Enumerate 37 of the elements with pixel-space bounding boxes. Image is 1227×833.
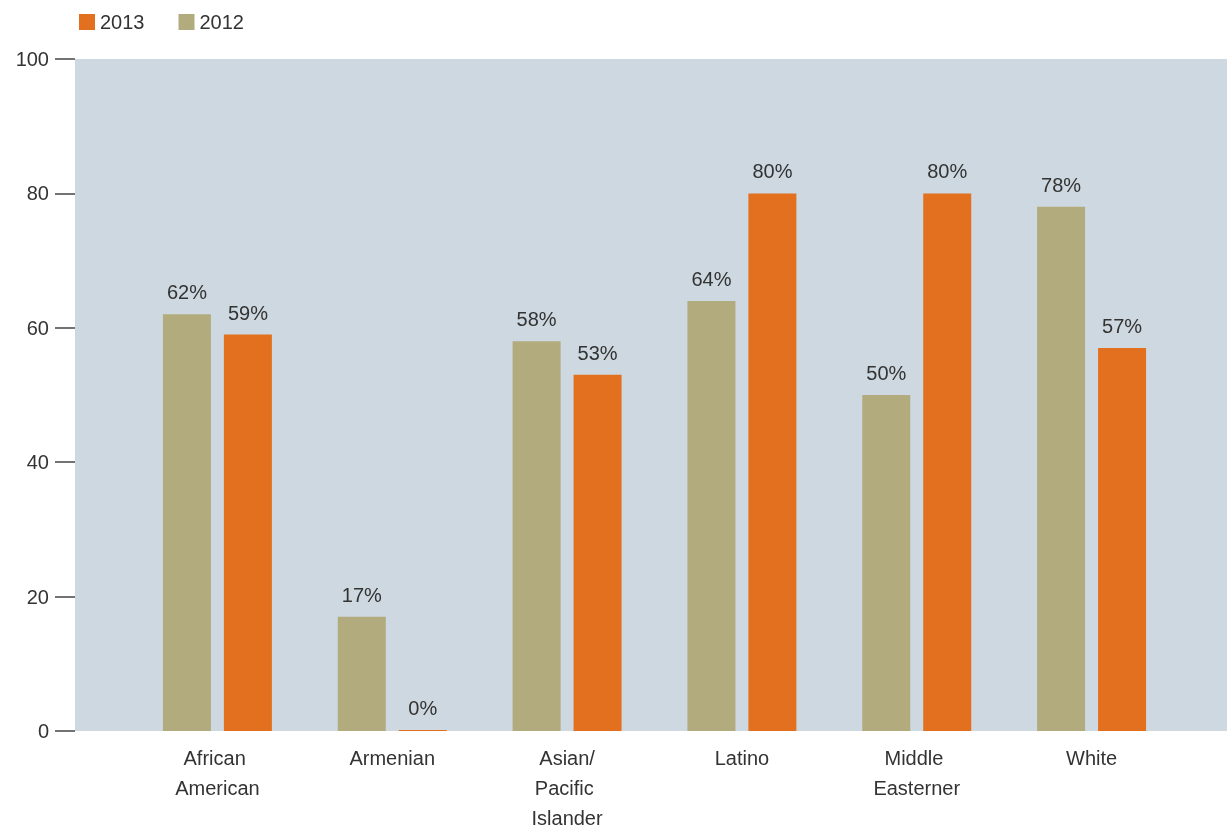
y-tick-label: 40 <box>26 451 49 474</box>
data-label: 50% <box>866 362 907 384</box>
bar <box>862 395 911 731</box>
data-label: 80% <box>927 160 968 183</box>
bar <box>337 616 386 731</box>
y-tick-label: 60 <box>26 316 49 339</box>
y-tick-label: 0 <box>37 720 49 742</box>
data-label: 17% <box>341 583 382 606</box>
legend-label: 2013 <box>100 11 145 33</box>
bar <box>162 314 211 731</box>
bar <box>573 374 622 731</box>
data-label: 78% <box>1041 173 1082 196</box>
x-tick-label: Asian/Pacific Islander <box>531 747 603 829</box>
y-tick-label: 100 <box>15 48 49 70</box>
x-tick-label: White <box>1066 747 1118 769</box>
bar <box>687 300 736 731</box>
data-label: 64% <box>691 267 732 290</box>
data-label: 80% <box>752 160 793 183</box>
x-tick-label: Armenian <box>349 747 436 769</box>
bar <box>923 193 972 731</box>
data-label: 59% <box>227 301 269 324</box>
x-tick-label: Latino <box>714 747 770 769</box>
bar <box>223 334 272 731</box>
bar <box>1037 206 1086 731</box>
bar <box>512 341 561 731</box>
legend-label: 2012 <box>199 11 244 33</box>
data-label: 62% <box>166 281 208 304</box>
x-tick-label: African American <box>175 747 260 799</box>
y-tick-label: 80 <box>26 182 49 205</box>
data-label: 53% <box>577 341 618 364</box>
data-label: 57% <box>1102 314 1143 337</box>
x-tick-label: Middle Easterner <box>873 747 961 799</box>
y-tick-label: 20 <box>26 585 49 608</box>
data-label: 58% <box>516 308 557 331</box>
bar <box>748 193 797 731</box>
bar <box>1098 347 1147 731</box>
data-label: 0% <box>408 697 438 719</box>
